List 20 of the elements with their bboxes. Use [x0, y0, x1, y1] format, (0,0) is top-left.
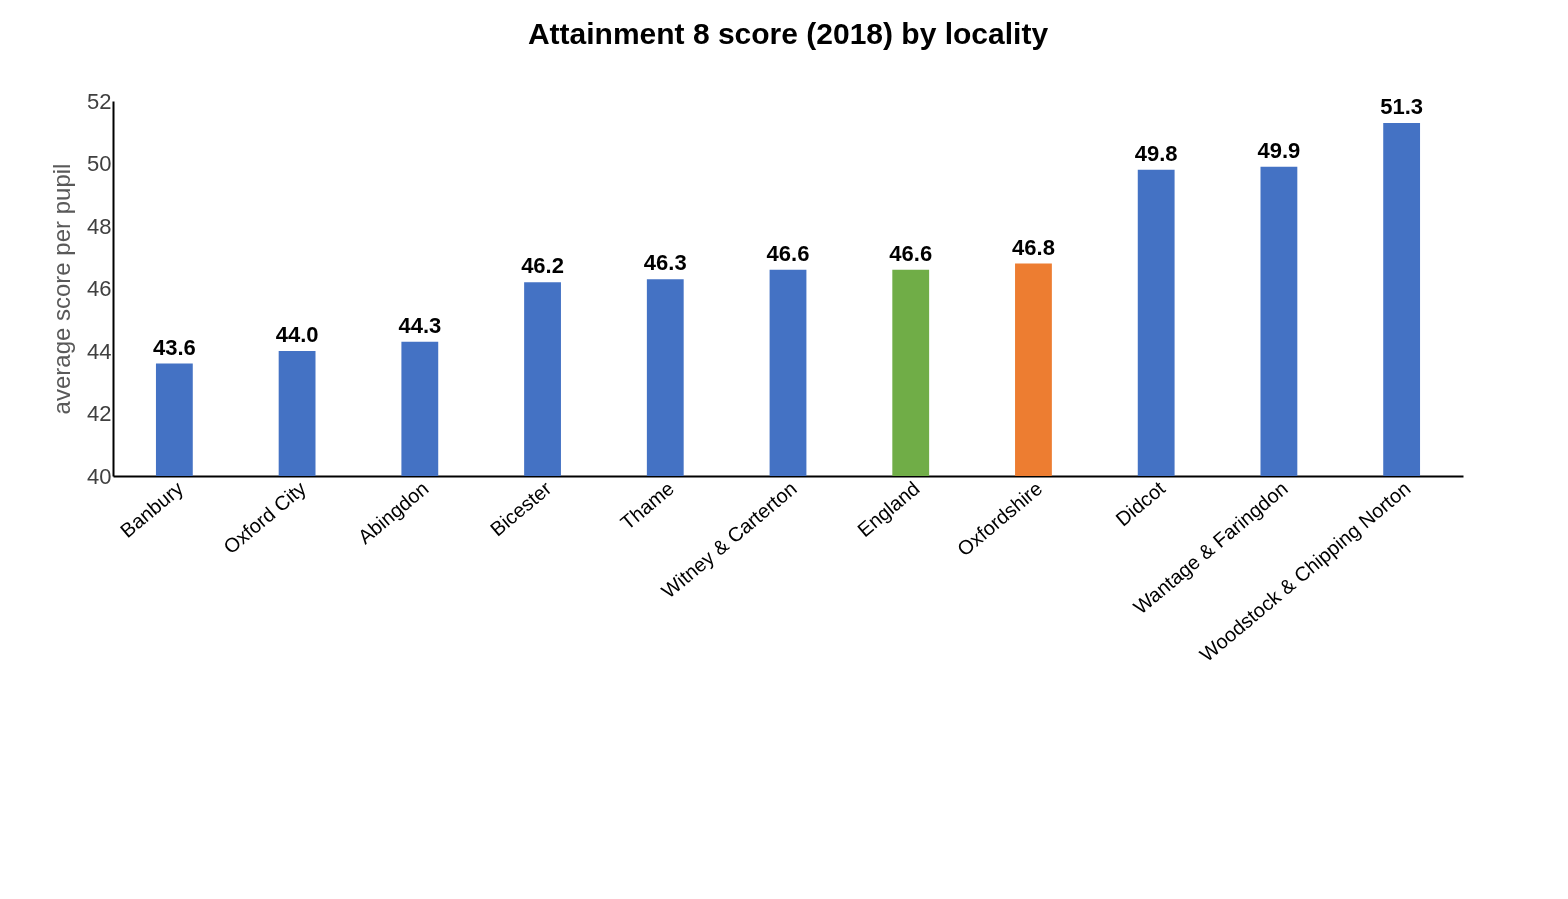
y-tick-label: 46 — [87, 276, 112, 301]
data-label: 49.8 — [1134, 140, 1178, 166]
y-axis-title: average score per pupil — [48, 163, 76, 415]
y-tick-label: 44 — [87, 338, 112, 364]
y-tick-label: 40 — [87, 463, 112, 489]
data-label: 46.2 — [521, 253, 564, 279]
y-tick-label: 52 — [87, 88, 112, 114]
data-label: 43.6 — [152, 334, 196, 360]
y-tick-label: 50 — [87, 151, 112, 176]
data-label: 44.3 — [398, 312, 442, 338]
data-label: 44.0 — [275, 322, 319, 347]
data-label: 49.9 — [1257, 137, 1301, 163]
chart-title: Attainment 8 score (2018) by locality — [527, 17, 1049, 50]
data-label: 51.3 — [1380, 93, 1424, 119]
data-label: 46.6 — [766, 240, 810, 266]
y-tick-label: 48 — [87, 213, 112, 239]
data-label: 46.3 — [643, 250, 687, 276]
y-tick-label: 42 — [87, 401, 112, 426]
data-label: 46.8 — [1012, 234, 1055, 260]
data-label: 46.6 — [889, 240, 933, 266]
